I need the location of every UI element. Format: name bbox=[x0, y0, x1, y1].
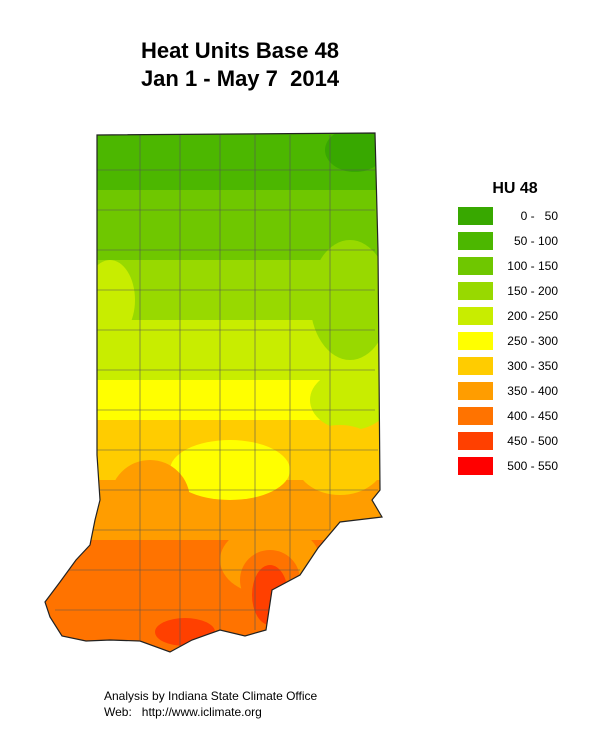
legend-swatch bbox=[458, 282, 493, 300]
footer-line: Web: http://www.iclimate.org bbox=[104, 705, 262, 719]
legend-swatch bbox=[458, 257, 493, 275]
legend-label: 100 - 150 bbox=[507, 259, 558, 273]
map-title: Heat Units Base 48 bbox=[141, 38, 339, 63]
legend-swatch bbox=[458, 207, 493, 225]
legend-title: HU 48 bbox=[492, 180, 537, 197]
legend-swatch bbox=[458, 457, 493, 475]
legend-label: 300 - 350 bbox=[507, 359, 558, 373]
legend-label: 200 - 250 bbox=[507, 309, 558, 323]
legend-swatch bbox=[458, 382, 493, 400]
legend-label: 250 - 300 bbox=[507, 334, 558, 348]
legend-swatch bbox=[458, 432, 493, 450]
legend-swatch bbox=[458, 307, 493, 325]
legend-swatch bbox=[458, 332, 493, 350]
legend: 0 - 50 50 - 100 100 - 150 150 - 200 200 - 25… bbox=[458, 207, 558, 475]
legend-label: 400 - 450 bbox=[507, 409, 558, 423]
legend-label: 150 - 200 bbox=[507, 284, 558, 298]
legend-label: 50 - 100 bbox=[514, 234, 558, 248]
heat-unit-map bbox=[45, 133, 382, 652]
legend-label: 450 - 500 bbox=[507, 434, 558, 448]
legend-swatch bbox=[458, 357, 493, 375]
legend-label: 0 - 50 bbox=[521, 209, 559, 223]
legend-swatch bbox=[458, 407, 493, 425]
map-subtitle: Jan 1 - May 7 2014 bbox=[141, 66, 340, 91]
legend-swatch bbox=[458, 232, 493, 250]
legend-label: 350 - 400 bbox=[507, 384, 558, 398]
footer-line: Analysis by Indiana State Climate Office bbox=[104, 689, 318, 703]
legend-label: 500 - 550 bbox=[507, 459, 558, 473]
